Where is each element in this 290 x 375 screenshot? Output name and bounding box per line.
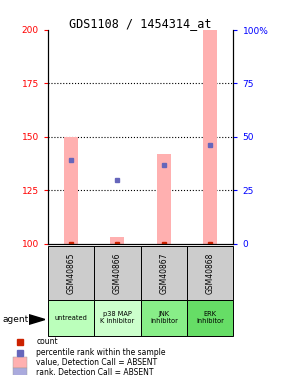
Bar: [48, 246, 94, 300]
Bar: [187, 246, 233, 300]
Bar: [157, 154, 171, 244]
Text: agent: agent: [3, 315, 29, 324]
Bar: [94, 246, 141, 300]
Bar: [13, 357, 27, 368]
Bar: [141, 300, 187, 336]
Text: rank, Detection Call = ABSENT: rank, Detection Call = ABSENT: [36, 368, 154, 375]
Text: GSM40866: GSM40866: [113, 252, 122, 294]
Text: percentile rank within the sample: percentile rank within the sample: [36, 348, 166, 357]
Bar: [64, 137, 78, 244]
Bar: [13, 368, 27, 375]
Bar: [110, 237, 124, 244]
Text: value, Detection Call = ABSENT: value, Detection Call = ABSENT: [36, 358, 157, 367]
Text: ERK
inhibitor: ERK inhibitor: [196, 311, 224, 324]
Polygon shape: [29, 315, 45, 324]
Text: count: count: [36, 338, 58, 346]
Bar: [203, 30, 217, 244]
Bar: [187, 300, 233, 336]
Text: untreated: untreated: [55, 315, 88, 321]
Bar: [48, 300, 94, 336]
Text: JNK
inhibitor: JNK inhibitor: [150, 311, 178, 324]
Text: GSM40867: GSM40867: [159, 252, 168, 294]
Bar: [141, 246, 187, 300]
Text: GSM40868: GSM40868: [206, 252, 215, 294]
Text: GSM40865: GSM40865: [66, 252, 76, 294]
Title: GDS1108 / 1454314_at: GDS1108 / 1454314_at: [69, 17, 212, 30]
Bar: [94, 300, 141, 336]
Text: p38 MAP
K inhibitor: p38 MAP K inhibitor: [100, 311, 135, 324]
